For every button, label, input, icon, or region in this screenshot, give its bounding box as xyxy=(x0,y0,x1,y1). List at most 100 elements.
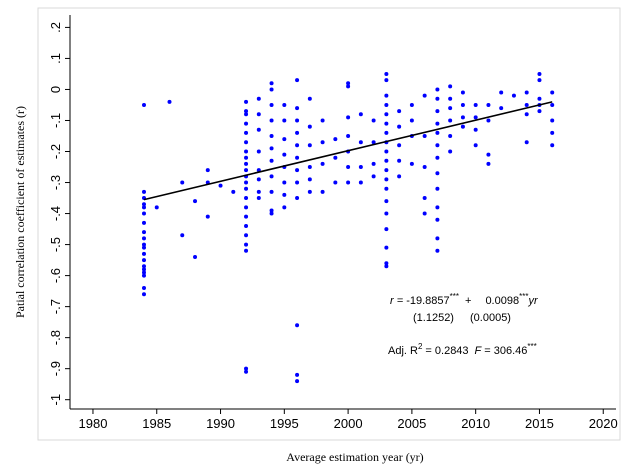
point xyxy=(371,174,376,179)
point xyxy=(397,143,402,148)
y-tick-label: -.4 xyxy=(48,206,63,221)
point xyxy=(524,112,529,117)
fit-stats: Adj. R2 = 0.2843 F = 306.46*** xyxy=(388,342,537,357)
f-label: F xyxy=(475,345,483,357)
point xyxy=(333,137,338,142)
point xyxy=(435,171,440,176)
point xyxy=(180,233,185,238)
y-tick-label: -.6 xyxy=(48,268,63,283)
point xyxy=(435,109,440,114)
point xyxy=(295,143,300,148)
point xyxy=(282,192,287,197)
point xyxy=(550,130,555,135)
y-tick-label: 0 xyxy=(48,86,63,93)
point xyxy=(384,264,389,269)
point xyxy=(269,211,274,216)
point xyxy=(384,177,389,182)
point xyxy=(307,124,312,129)
point xyxy=(422,196,427,201)
point xyxy=(256,96,261,101)
point xyxy=(141,205,146,210)
point xyxy=(295,78,300,83)
point xyxy=(307,189,312,194)
point xyxy=(460,90,465,95)
point xyxy=(295,118,300,123)
point xyxy=(409,102,414,107)
point xyxy=(358,140,363,145)
point xyxy=(256,189,261,194)
plot-area: .2 .1 0 -.1 -.2 -.3 -.4 -.5 -.6 -.7 -.8 -.9 -1 1980 19… xyxy=(48,15,618,431)
point xyxy=(180,180,185,185)
x-tick-label: 2020 xyxy=(589,416,618,431)
point xyxy=(524,140,529,145)
se-slope: (0.0005) xyxy=(470,312,511,324)
point xyxy=(295,168,300,173)
x-tick-label: 2005 xyxy=(397,416,426,431)
point xyxy=(486,102,491,107)
point xyxy=(307,143,312,148)
point xyxy=(422,133,427,138)
point xyxy=(244,121,249,126)
point xyxy=(244,112,249,117)
point xyxy=(384,93,389,98)
point xyxy=(384,71,389,76)
point xyxy=(256,196,261,201)
point xyxy=(141,102,146,107)
y-tick-label: -1 xyxy=(48,394,63,406)
annotation-box xyxy=(382,283,614,369)
point xyxy=(244,214,249,219)
x-axis-label: Average estimation year (yr) xyxy=(286,450,423,464)
adj-label: Adj. R xyxy=(388,345,418,357)
point xyxy=(244,196,249,201)
point xyxy=(205,214,210,219)
point xyxy=(244,140,249,145)
point xyxy=(397,158,402,163)
point xyxy=(244,109,249,114)
point xyxy=(141,251,146,256)
point xyxy=(346,180,351,185)
point xyxy=(346,115,351,120)
point xyxy=(358,112,363,117)
point xyxy=(269,158,274,163)
point xyxy=(282,205,287,210)
point xyxy=(154,205,159,210)
y-tick-label: -.3 xyxy=(48,175,63,190)
point xyxy=(282,102,287,107)
se-intercept: (1.1252) xyxy=(413,312,454,324)
point xyxy=(524,90,529,95)
point xyxy=(384,149,389,154)
point xyxy=(384,227,389,232)
point xyxy=(435,143,440,148)
x-tick-label: 1985 xyxy=(142,416,171,431)
point xyxy=(358,165,363,170)
point xyxy=(141,242,146,247)
point xyxy=(244,149,249,154)
point xyxy=(320,161,325,166)
point xyxy=(307,165,312,170)
point xyxy=(295,106,300,111)
eq-sig: *** xyxy=(450,292,459,301)
point xyxy=(550,90,555,95)
eq-sig: *** xyxy=(519,292,528,301)
point xyxy=(231,189,236,194)
f-value: = 306.46 xyxy=(484,345,527,357)
point xyxy=(384,78,389,83)
point xyxy=(448,118,453,123)
point xyxy=(486,161,491,166)
point xyxy=(397,124,402,129)
point xyxy=(141,264,146,269)
fit-line xyxy=(143,101,553,201)
point xyxy=(320,189,325,194)
point xyxy=(256,127,261,132)
point xyxy=(384,245,389,250)
point xyxy=(422,165,427,170)
point xyxy=(218,183,223,188)
point xyxy=(435,205,440,210)
equation: r = -19.8857*** +0.0098***yr xyxy=(390,292,539,307)
point xyxy=(244,366,249,371)
x-tick-label: 2015 xyxy=(525,416,554,431)
point xyxy=(244,242,249,247)
eq-plus: + xyxy=(465,295,471,307)
point xyxy=(409,118,414,123)
